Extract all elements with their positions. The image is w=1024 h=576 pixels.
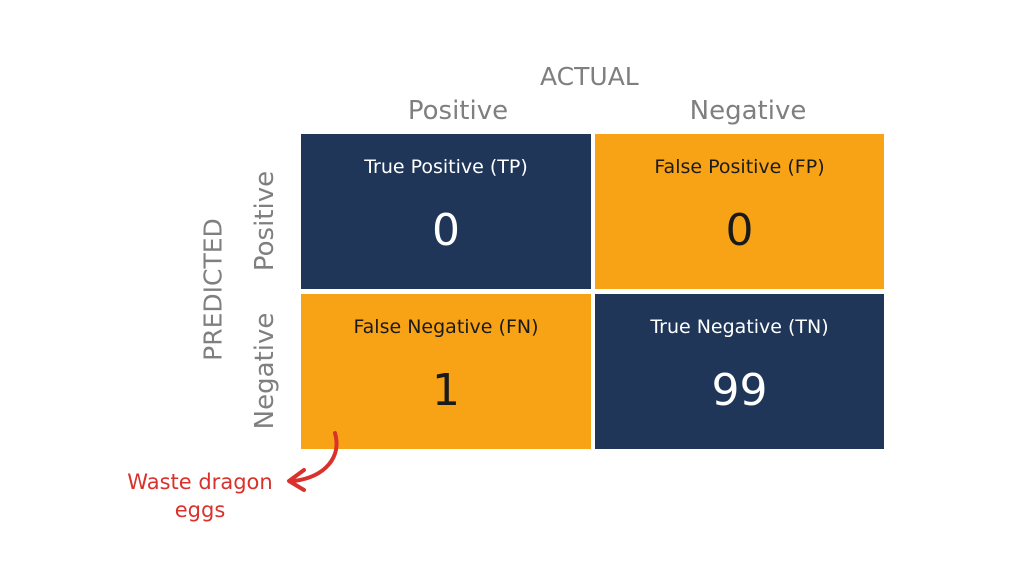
false-negative-label: False Negative (FN) xyxy=(301,318,591,337)
actual-axis-title: ACTUAL xyxy=(540,64,639,89)
predicted-negative-label: Negative xyxy=(252,291,278,451)
true-negative-value: 99 xyxy=(595,369,884,413)
false-positive-label: False Positive (FP) xyxy=(595,158,884,177)
true-negative-label: True Negative (TN) xyxy=(595,318,884,337)
actual-positive-label: Positive xyxy=(313,98,603,124)
true-positive-value: 0 xyxy=(301,209,591,253)
true-positive-label: True Positive (TP) xyxy=(301,158,591,177)
false-positive-value: 0 xyxy=(595,209,884,253)
true-negative-cell: True Negative (TN) 99 xyxy=(595,294,884,449)
predicted-positive-label: Positive xyxy=(252,141,278,301)
annotation-line-1: Waste dragon xyxy=(100,468,300,496)
actual-negative-label: Negative xyxy=(603,98,893,124)
false-negative-value: 1 xyxy=(301,369,591,413)
predicted-axis-title: PREDICTED xyxy=(201,190,226,390)
false-positive-cell: False Positive (FP) 0 xyxy=(595,134,884,289)
annotation-line-2: eggs xyxy=(100,496,300,524)
annotation-text: Waste dragon eggs xyxy=(100,468,300,524)
true-positive-cell: True Positive (TP) 0 xyxy=(301,134,591,289)
